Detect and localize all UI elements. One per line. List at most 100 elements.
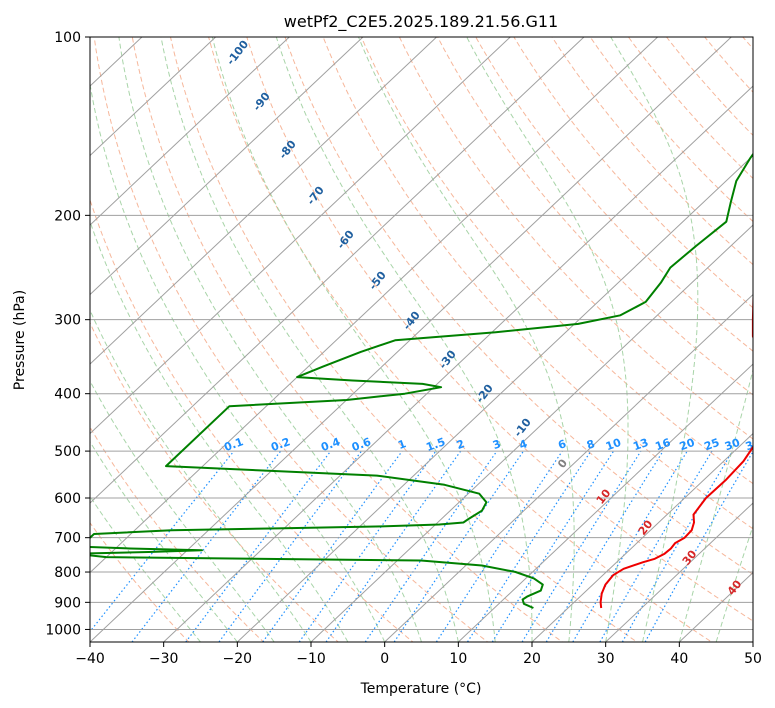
isotherm-line — [310, 224, 753, 642]
mixing-ratio-label: 30 — [723, 436, 742, 454]
mixing-ratio-line — [325, 450, 462, 642]
isotherm-line — [90, 37, 658, 574]
isotherm-grid — [90, 37, 753, 642]
isobar-grid — [90, 37, 753, 630]
mixing-ratio-label: 0.6 — [350, 435, 373, 454]
dry-adiabat-line — [90, 521, 190, 642]
isotherm-line — [457, 363, 753, 642]
mixing-ratio-label: 16 — [653, 436, 672, 454]
dry-adiabat-line — [131, 37, 564, 642]
x-axis-title: Temperature (°C) — [360, 681, 482, 697]
mixing-ratio-label: 8 — [585, 437, 597, 452]
y-axis-title: Pressure (hPa) — [12, 290, 28, 390]
y-tick-label: 700 — [54, 531, 81, 547]
dry-adiabat-line — [284, 37, 753, 576]
x-tick-label: 10 — [449, 651, 467, 667]
x-axis: −40 −30 −20 −10 0 10 20 30 40 50 — [75, 642, 762, 667]
mixing-ratio-line — [435, 450, 563, 642]
x-tick-label: 30 — [597, 651, 615, 667]
isotherm-line — [384, 293, 753, 642]
dewpoint-trace — [90, 152, 753, 609]
isotherm-line — [236, 154, 753, 642]
isotherm-line — [90, 37, 437, 365]
y-tick-label: 500 — [54, 444, 81, 460]
isotherm-line — [90, 37, 290, 226]
y-tick-label: 900 — [54, 595, 81, 611]
dry-adiabat-line — [513, 37, 753, 309]
isotherm-line — [90, 37, 364, 296]
mixing-ratio-line — [298, 450, 437, 642]
chart-title: wetPf2_C2E5.2025.189.21.56.G11 — [284, 12, 558, 32]
dry-adiabat-line — [90, 426, 265, 642]
isotherm-line — [163, 85, 753, 642]
mixing-ratio-label: 13 — [631, 436, 650, 453]
x-tick-label: 20 — [523, 651, 541, 667]
dry-adiabat-line — [246, 37, 753, 622]
temperature-trace — [599, 282, 753, 609]
mixing-ratio-label: 20 — [678, 436, 697, 454]
mixing-ratio-line — [218, 450, 362, 642]
mixing-ratio-line — [364, 450, 498, 642]
moist-adiabat-line — [90, 81, 386, 642]
y-tick-label: 300 — [54, 313, 81, 329]
mixing-ratio-label: 1 — [396, 437, 408, 452]
mixing-ratio-line — [545, 450, 664, 642]
mixing-ratio-label: 25 — [702, 436, 721, 453]
x-tick-label: −40 — [75, 651, 105, 667]
moist-adiabat-line — [610, 37, 699, 642]
moist-adiabat-line — [90, 219, 349, 642]
y-tick-label: 100 — [54, 30, 81, 46]
x-tick-label: −30 — [149, 651, 179, 667]
mixing-ratio-label: 6 — [556, 437, 568, 452]
x-tick-label: 50 — [744, 651, 762, 667]
mixing-ratio-label: 0.2 — [269, 435, 292, 454]
moist-adiabat-line — [466, 37, 629, 642]
mixing-ratio-line — [466, 450, 592, 642]
isotherm-line — [605, 502, 753, 642]
mixing-ratio-line — [90, 450, 235, 633]
moist-adiabat-line — [160, 37, 459, 642]
mixing-ratio-label: 4 — [518, 437, 530, 452]
isotherm-line — [90, 37, 216, 157]
dry-adiabat-line — [398, 37, 753, 440]
y-tick-label: 1000 — [45, 622, 81, 638]
moist-adiabat-line — [715, 524, 753, 642]
moist-adiabat-line — [118, 37, 422, 642]
mixing-ratio-label: 3 — [491, 437, 503, 452]
mixing-ratio-label: 0.1 — [222, 435, 245, 454]
mixing-ratio-line — [262, 450, 403, 642]
x-tick-label: 0 — [380, 651, 389, 667]
mixing-ratio-label: 10 — [604, 436, 623, 454]
y-tick-label: 400 — [54, 387, 81, 403]
mixing-ratio-label: 36 — [744, 436, 763, 454]
isotherm-line — [90, 37, 511, 435]
x-tick-label: 40 — [670, 651, 688, 667]
y-tick-label: 800 — [54, 565, 81, 581]
y-axis: 1000 900 800 700 600 500 400 300 200 100 — [45, 30, 90, 638]
dry-adiabat-line — [322, 37, 753, 530]
moist-adiabat-line — [90, 440, 238, 642]
x-tick-label: −10 — [296, 651, 326, 667]
mixing-ratio-line — [185, 450, 332, 642]
y-tick-label: 600 — [54, 491, 81, 507]
dry-adiabat-line — [90, 198, 414, 642]
isotherm-line — [90, 37, 585, 504]
moist-adiabat-line — [678, 368, 753, 642]
mixing-ratio-label: 0.4 — [319, 435, 342, 454]
moist-adiabat-line — [90, 379, 275, 642]
mixing-ratio-label: 2 — [455, 437, 467, 452]
plot-area: -100-90-80-70-60-50-40-30-20-10010203040… — [90, 37, 763, 642]
moist-adiabat-line — [358, 37, 575, 642]
isotherm-line — [531, 432, 753, 642]
moist-adiabat-line — [275, 37, 533, 642]
plot-frame — [89, 36, 754, 643]
dry-adiabat-line — [90, 321, 339, 642]
sounding-traces — [90, 152, 753, 609]
mixing-ratio-label: 1.5 — [424, 435, 447, 454]
y-tick-label: 200 — [54, 208, 81, 224]
dry-adiabat-line — [169, 37, 638, 642]
x-tick-label: −20 — [223, 651, 253, 667]
